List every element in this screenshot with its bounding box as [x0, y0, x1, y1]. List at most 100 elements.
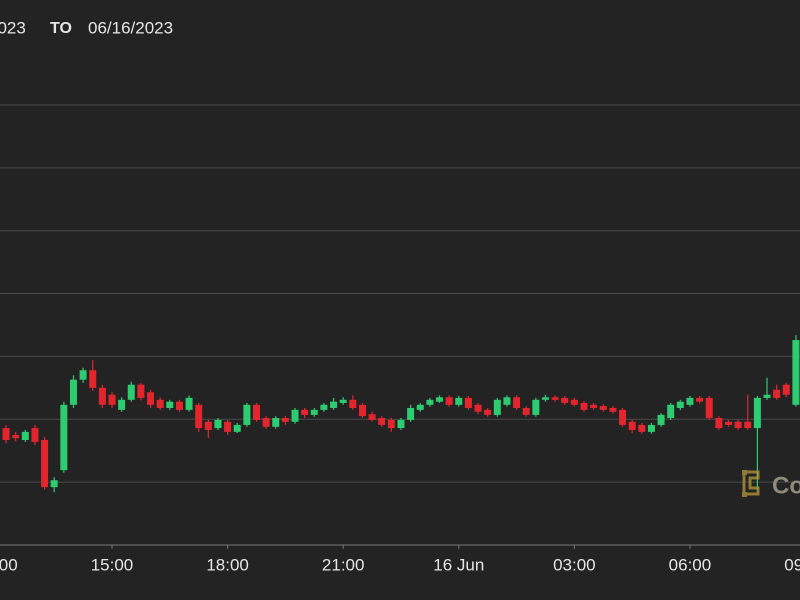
candle-body — [243, 404, 251, 425]
candle-body — [638, 424, 646, 432]
candle-body — [339, 399, 347, 403]
candle-body — [127, 384, 135, 400]
candle-body — [609, 407, 617, 412]
candle-body — [214, 419, 222, 429]
candle-body — [358, 404, 366, 417]
candle-body — [69, 379, 77, 405]
candle-body — [599, 406, 607, 410]
candle-body — [137, 384, 145, 398]
candle-body — [541, 397, 549, 400]
candle-body — [464, 397, 472, 408]
x-tick-label: 18:00 — [206, 555, 249, 574]
candle-body — [782, 384, 790, 395]
candle-body — [426, 399, 434, 405]
candle-body — [233, 424, 241, 432]
candle-body — [532, 399, 540, 415]
candle-body — [551, 397, 559, 400]
candle-body — [744, 421, 752, 429]
candle-body — [147, 392, 155, 405]
candle-body — [455, 397, 463, 405]
candle-body — [503, 397, 511, 405]
x-tick-label: 21:00 — [322, 555, 365, 574]
candle-body — [484, 409, 492, 415]
candle-body — [387, 419, 395, 429]
candle-body — [734, 421, 742, 429]
candle-body — [724, 421, 732, 425]
candle-body — [792, 340, 800, 405]
candle-body — [580, 402, 588, 410]
candle-body — [98, 387, 106, 405]
candle-body — [166, 401, 174, 408]
candle-body — [349, 399, 357, 408]
candle-body — [41, 440, 49, 488]
grid — [0, 104, 800, 549]
candle-body — [50, 480, 58, 488]
candle-body — [89, 370, 97, 388]
candles — [2, 335, 800, 493]
range-start: 2023 — [0, 18, 26, 37]
candle-body — [60, 404, 68, 471]
range-end: 06/16/2023 — [88, 18, 173, 37]
x-tick-label: 09:00 — [784, 555, 800, 574]
candle-body — [330, 401, 338, 408]
candle-body — [291, 409, 299, 422]
candle-body — [705, 397, 713, 419]
candle-body — [628, 421, 636, 430]
candle-body — [445, 397, 453, 405]
candle-body — [2, 428, 10, 441]
candle-body — [252, 404, 260, 420]
candle-body — [12, 434, 20, 439]
candle-body — [204, 421, 212, 430]
x-tick-label: 16 Jun — [433, 555, 484, 574]
x-tick-label: 15:00 — [91, 555, 134, 574]
candle-body — [108, 394, 116, 405]
x-tick-label: 06:00 — [669, 555, 712, 574]
candle-body — [281, 418, 289, 422]
candle-body — [570, 399, 578, 405]
watermark: Co — [772, 472, 800, 499]
candle-body — [590, 404, 598, 408]
candle-body — [320, 404, 328, 410]
candle-body — [657, 414, 665, 425]
candle-body — [118, 399, 126, 410]
watermark-logo — [742, 470, 760, 497]
candle-body — [175, 401, 183, 410]
candle-body — [397, 419, 405, 429]
candle-body — [763, 394, 771, 398]
x-tick-label: 12:00 — [0, 555, 18, 574]
candle-body — [195, 404, 203, 429]
candle-body — [262, 418, 270, 427]
candle-body — [513, 397, 521, 408]
candle-body — [79, 370, 87, 380]
x-tick-label: 03:00 — [553, 555, 596, 574]
candle-body — [310, 409, 318, 415]
candle-body — [561, 397, 569, 403]
candle-body — [715, 418, 723, 429]
candle-body — [773, 389, 781, 398]
candle-body — [185, 397, 193, 410]
candle-body — [272, 418, 280, 427]
candle-body — [368, 414, 376, 420]
candle-body — [522, 407, 530, 415]
candle-body — [378, 418, 386, 425]
candle-body — [31, 428, 39, 442]
candle-body — [676, 401, 684, 408]
candle-body — [21, 431, 29, 441]
candle-body — [436, 397, 444, 402]
candle-body — [619, 409, 627, 425]
candle-body — [224, 421, 232, 432]
candle-body — [686, 397, 694, 405]
candle-body — [696, 397, 704, 402]
candle-body — [493, 399, 501, 415]
candle-body — [667, 404, 675, 419]
candle-body — [474, 404, 482, 412]
range-separator: TO — [50, 20, 72, 37]
candle-body — [407, 407, 415, 420]
candle-body — [416, 404, 424, 410]
candle-body — [301, 409, 309, 415]
candle-body — [647, 424, 655, 432]
candle-body — [753, 397, 761, 429]
